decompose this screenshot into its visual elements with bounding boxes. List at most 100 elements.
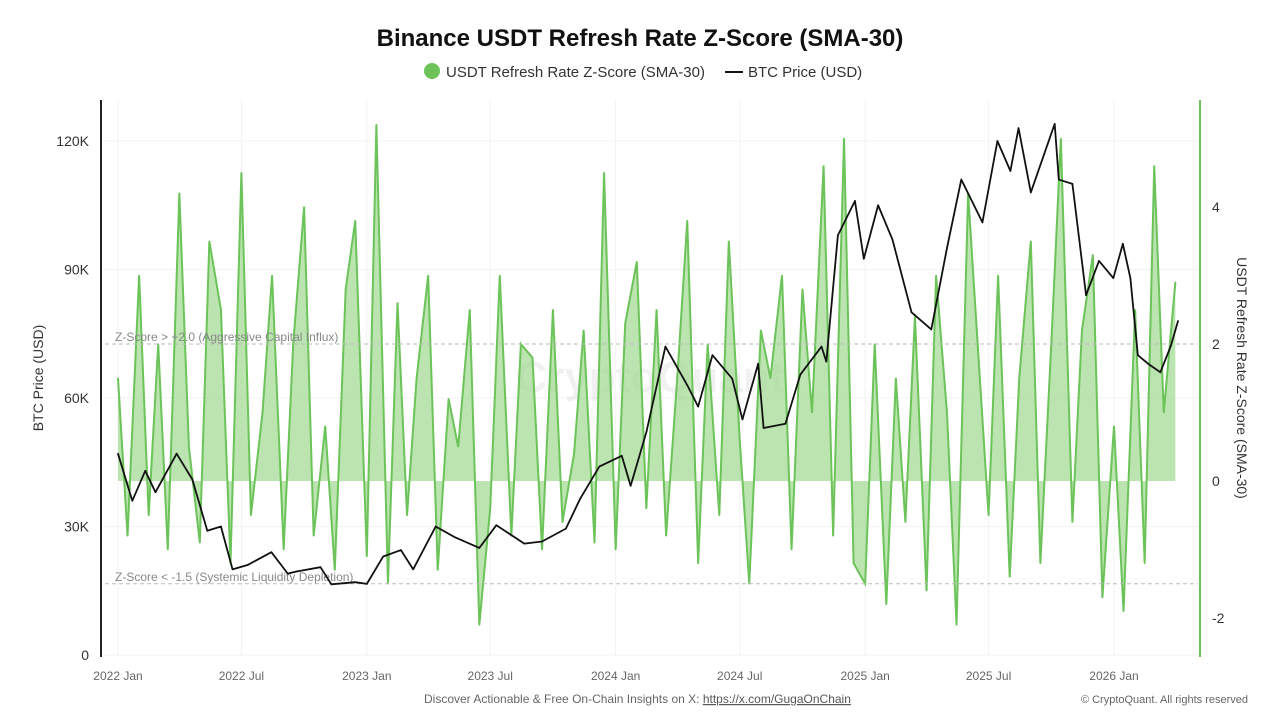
zscore-point — [895, 377, 897, 380]
btc-point — [565, 527, 567, 530]
btc-point — [731, 377, 734, 380]
btc-point — [854, 200, 856, 202]
zscore-point — [1030, 240, 1032, 243]
zscore-point — [468, 308, 471, 311]
btc-point — [1159, 371, 1162, 374]
zscore-point — [489, 507, 492, 510]
zscore-point — [1134, 308, 1136, 311]
btc-point — [330, 583, 333, 586]
btc-point — [820, 345, 823, 348]
zscore-point — [117, 377, 119, 380]
btc-point — [697, 405, 699, 408]
btc-point — [206, 529, 209, 532]
zscore-point — [427, 274, 429, 277]
zscore-point — [208, 240, 211, 243]
btc-point — [117, 452, 119, 455]
zscore-point — [354, 219, 357, 222]
x-tick-label: 2023 Jul — [468, 669, 513, 683]
btc-point — [863, 257, 865, 260]
zscore-point — [199, 541, 201, 544]
zscore-point — [396, 302, 399, 304]
zscore-point — [312, 535, 315, 537]
zscore-point — [478, 624, 481, 626]
btc-point — [1053, 123, 1056, 125]
zscore-point — [925, 589, 928, 592]
btc-point — [1057, 178, 1060, 181]
zscore-point — [147, 514, 150, 517]
legend-btc-label: BTC Price (USD) — [748, 64, 862, 81]
zscore-point — [935, 274, 937, 277]
zscore-point — [1081, 329, 1083, 332]
btc-point — [220, 525, 222, 528]
btc-point — [996, 140, 999, 142]
zscore-point — [406, 514, 408, 517]
btc-point — [1177, 320, 1179, 322]
zscore-point — [324, 425, 327, 428]
btc-point — [144, 470, 147, 472]
btc-point — [366, 583, 368, 585]
zscore-point — [614, 548, 617, 551]
left-tick-label: 0 — [81, 647, 89, 663]
zscore-point — [769, 377, 772, 380]
btc-point — [495, 524, 498, 527]
btc-point — [295, 570, 298, 573]
left-axis-label: BTC Price (USD) — [30, 325, 46, 432]
zscore-point — [292, 343, 295, 345]
btc-point — [354, 581, 357, 583]
zscore-point — [1174, 281, 1177, 284]
btc-point — [541, 540, 543, 543]
btc-point — [629, 485, 632, 487]
btc-point — [645, 431, 648, 434]
zscore-point — [541, 548, 543, 551]
zscore-point — [852, 562, 855, 564]
zscore-point — [220, 308, 222, 311]
footer-link[interactable]: https://x.com/GugaOnChain — [703, 692, 851, 706]
zscore-point — [1153, 165, 1156, 167]
zscore-point — [1018, 377, 1021, 380]
btc-point — [400, 549, 402, 551]
btc-point — [1112, 277, 1115, 279]
zscore-point — [1060, 137, 1062, 140]
zscore-point — [126, 535, 129, 537]
btc-point — [412, 568, 414, 571]
btc-point — [246, 564, 249, 566]
zscore-point — [728, 240, 730, 243]
btc-point — [1017, 127, 1020, 129]
x-tick-label: 2025 Jul — [966, 669, 1011, 683]
btc-point — [523, 542, 526, 545]
zscore-point — [686, 219, 689, 222]
zscore-point — [603, 171, 605, 174]
legend: USDT Refresh Rate Z-Score (SMA-30) BTC P… — [424, 63, 862, 81]
x-tick-label: 2022 Jul — [219, 669, 264, 683]
zscore-point — [552, 308, 554, 311]
zscore-point — [593, 541, 596, 544]
btc-point — [131, 500, 134, 502]
zscore-point — [561, 521, 564, 523]
zscore-point — [1143, 562, 1146, 564]
btc-point — [434, 525, 437, 528]
zscore-point — [333, 569, 336, 571]
zscore-point — [138, 274, 140, 277]
zscore-point — [415, 377, 418, 380]
legend-zscore-marker — [424, 63, 440, 79]
zscore-point — [1071, 521, 1074, 523]
btc-point — [1009, 170, 1012, 172]
thresholds: Z-Score > +2.0 (Aggressive Capital Influ… — [105, 330, 1198, 585]
right-tick-label: -2 — [1212, 610, 1225, 626]
zscore-point — [582, 329, 585, 332]
left-tick-label: 60K — [64, 390, 90, 406]
x-tick-label: 2024 Jan — [591, 669, 640, 683]
zscore-point — [250, 514, 252, 517]
btc-point — [930, 328, 933, 331]
zscore-point — [166, 548, 169, 551]
threshold-label: Z-Score < -1.5 (Systemic Liquidity Deple… — [115, 570, 353, 584]
x-tick-label: 2024 Jul — [717, 669, 762, 683]
btc-point — [1122, 243, 1124, 245]
right-tick-label: 2 — [1212, 336, 1220, 352]
zscore-point — [718, 514, 721, 517]
zscore-point — [1101, 596, 1104, 599]
zscore-point — [498, 274, 501, 277]
zscore-point — [665, 535, 667, 537]
zscore-point — [457, 445, 459, 448]
